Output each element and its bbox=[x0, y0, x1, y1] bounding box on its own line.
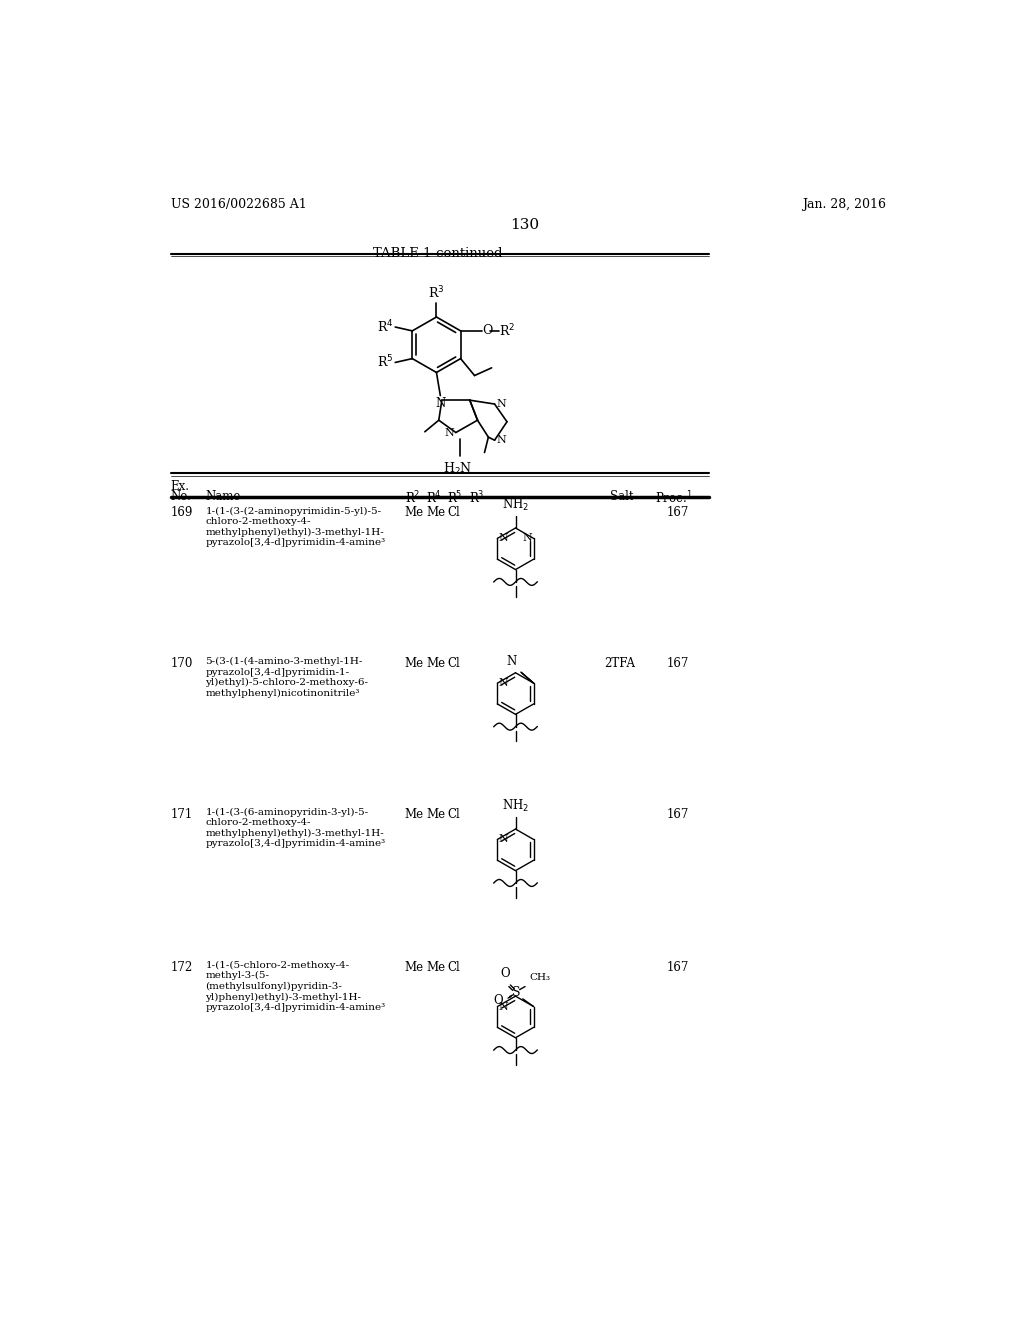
Text: 167: 167 bbox=[667, 507, 689, 520]
Text: 167: 167 bbox=[667, 808, 689, 821]
Text: O: O bbox=[482, 325, 493, 338]
Text: O: O bbox=[494, 994, 504, 1007]
Text: N: N bbox=[435, 397, 445, 411]
Text: 171: 171 bbox=[171, 808, 193, 821]
Text: 172: 172 bbox=[171, 961, 193, 974]
Text: Me: Me bbox=[404, 961, 424, 974]
Text: Me: Me bbox=[404, 657, 424, 671]
Text: Proc.$^1$: Proc.$^1$ bbox=[655, 490, 692, 506]
Text: 167: 167 bbox=[667, 657, 689, 671]
Text: Cl: Cl bbox=[447, 507, 460, 520]
Text: US 2016/0022685 A1: US 2016/0022685 A1 bbox=[171, 198, 306, 211]
Text: N: N bbox=[444, 428, 455, 438]
Text: Me: Me bbox=[426, 808, 445, 821]
Text: 169: 169 bbox=[171, 507, 193, 520]
Text: R$^5$: R$^5$ bbox=[447, 490, 463, 506]
Text: N: N bbox=[496, 436, 506, 445]
Text: R$^3$: R$^3$ bbox=[428, 285, 444, 302]
Text: Salt: Salt bbox=[610, 490, 634, 503]
Text: 1-(1-(5-chloro-2-methoxy-4-
methyl-3-(5-
(methylsulfonyl)pyridin-3-
yl)phenyl)et: 1-(1-(5-chloro-2-methoxy-4- methyl-3-(5-… bbox=[206, 961, 386, 1012]
Text: R$^3$: R$^3$ bbox=[469, 490, 484, 506]
Text: N: N bbox=[499, 834, 509, 845]
Text: Me: Me bbox=[426, 507, 445, 520]
Text: N: N bbox=[499, 533, 509, 544]
Text: 1-(1-(3-(2-aminopyrimidin-5-yl)-5-
chloro-2-methoxy-4-
methylphenyl)ethyl)-3-met: 1-(1-(3-(2-aminopyrimidin-5-yl)-5- chlor… bbox=[206, 507, 386, 546]
Text: N: N bbox=[499, 1002, 509, 1011]
Text: 2TFA: 2TFA bbox=[604, 657, 636, 671]
Text: S: S bbox=[512, 986, 521, 999]
Text: 130: 130 bbox=[510, 218, 540, 232]
Text: R$^2$: R$^2$ bbox=[500, 322, 515, 339]
Text: Me: Me bbox=[404, 808, 424, 821]
Text: R$^2$: R$^2$ bbox=[404, 490, 420, 506]
Text: CH₃: CH₃ bbox=[529, 973, 550, 982]
Text: 170: 170 bbox=[171, 657, 193, 671]
Text: NH$_2$: NH$_2$ bbox=[502, 797, 529, 813]
Text: 5-(3-(1-(4-amino-3-methyl-1H-
pyrazolo[3,4-d]pyrimidin-1-
yl)ethyl)-5-chloro-2-m: 5-(3-(1-(4-amino-3-methyl-1H- pyrazolo[3… bbox=[206, 657, 369, 698]
Text: N: N bbox=[499, 678, 509, 688]
Text: NH$_2$: NH$_2$ bbox=[502, 496, 529, 512]
Text: Cl: Cl bbox=[447, 808, 460, 821]
Text: TABLE 1-continued: TABLE 1-continued bbox=[374, 247, 503, 260]
Text: R$^4$: R$^4$ bbox=[426, 490, 442, 506]
Text: No.: No. bbox=[171, 490, 191, 503]
Text: Cl: Cl bbox=[447, 961, 460, 974]
Text: N: N bbox=[522, 533, 532, 544]
Text: Me: Me bbox=[404, 507, 424, 520]
Text: H$_2$N: H$_2$N bbox=[443, 461, 473, 477]
Text: Me: Me bbox=[426, 657, 445, 671]
Text: 167: 167 bbox=[667, 961, 689, 974]
Text: O: O bbox=[500, 966, 510, 979]
Text: R$^4$: R$^4$ bbox=[377, 318, 393, 335]
Text: Cl: Cl bbox=[447, 657, 460, 671]
Text: Ex.: Ex. bbox=[171, 480, 189, 494]
Text: Jan. 28, 2016: Jan. 28, 2016 bbox=[802, 198, 886, 211]
Text: Me: Me bbox=[426, 961, 445, 974]
Text: 1-(1-(3-(6-aminopyridin-3-yl)-5-
chloro-2-methoxy-4-
methylphenyl)ethyl)-3-methy: 1-(1-(3-(6-aminopyridin-3-yl)-5- chloro-… bbox=[206, 808, 386, 847]
Text: Name: Name bbox=[206, 490, 241, 503]
Text: R$^5$: R$^5$ bbox=[377, 354, 393, 371]
Text: N: N bbox=[496, 399, 506, 409]
Text: N: N bbox=[506, 655, 516, 668]
